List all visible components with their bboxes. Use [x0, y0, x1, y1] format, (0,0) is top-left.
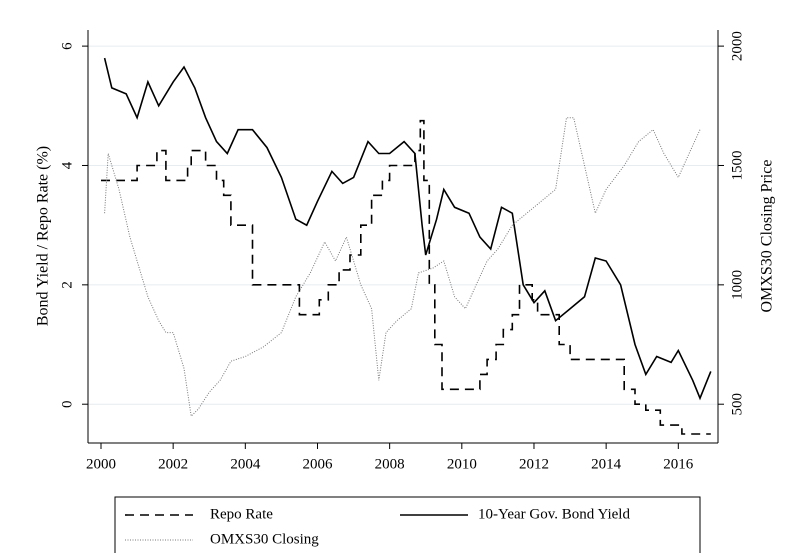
x-tick-label: 2002: [158, 456, 188, 472]
legend-box: [114, 496, 701, 553]
y-tick-label: 0: [59, 400, 75, 408]
x-tick-label: 2000: [86, 456, 116, 472]
series-line: [104, 117, 701, 418]
y-tick-label: 6: [59, 42, 75, 50]
x-tick-label: 2012: [519, 456, 549, 472]
x-tick-label: 2014: [591, 456, 622, 472]
y2-axis-label: OMXS30 Closing Price: [759, 160, 776, 313]
x-tick-label: 2008: [375, 456, 405, 472]
legend-label: 10-Year Gov. Bond Yield: [478, 506, 630, 522]
series-line: [101, 119, 711, 435]
x-tick-label: 2010: [447, 456, 477, 472]
x-tick-label: 2016: [663, 456, 694, 472]
series-line: [103, 57, 712, 401]
y2-tick-label: 1500: [729, 150, 745, 180]
y-axis-label: Bond Yield / Repo Rate (%): [35, 146, 52, 326]
legend-label: Repo Rate: [210, 506, 273, 522]
y2-tick-label: 2000: [729, 31, 745, 61]
x-tick-label: 2006: [302, 456, 333, 472]
legend-label: OMXS30 Closing: [210, 531, 319, 547]
x-tick-label: 2004: [230, 456, 261, 472]
y-tick-label: 4: [59, 161, 75, 169]
y-tick-label: 2: [59, 281, 75, 289]
y2-tick-label: 500: [729, 393, 745, 416]
y2-tick-label: 1000: [729, 270, 745, 300]
